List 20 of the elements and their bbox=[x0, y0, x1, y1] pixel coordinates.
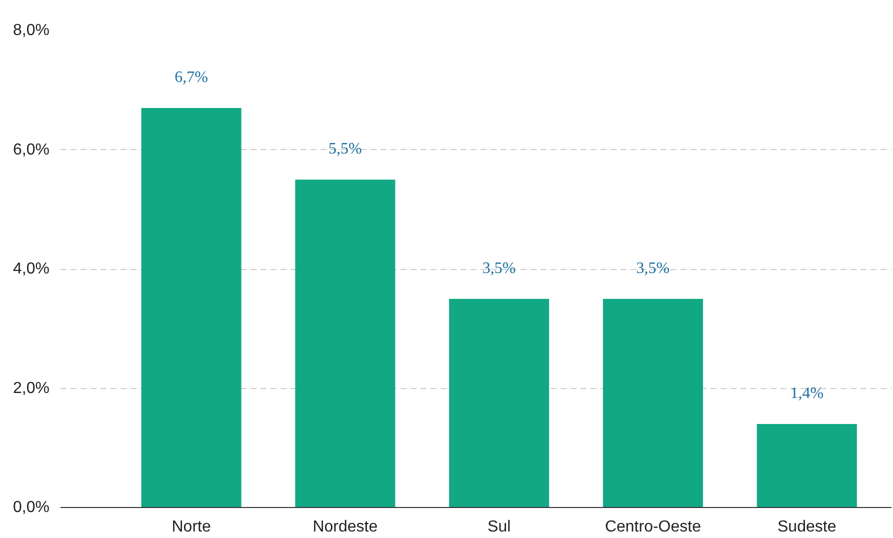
y-tick-label: 2,0% bbox=[13, 380, 50, 397]
bar bbox=[756, 424, 857, 508]
y-tick-label: 6,0% bbox=[13, 141, 50, 158]
x-tick-label: Sudeste bbox=[778, 518, 836, 536]
y-tick-label: 4,0% bbox=[13, 260, 50, 278]
bar bbox=[295, 180, 396, 508]
data-label: 1,4% bbox=[790, 385, 824, 402]
data-label: 6,7% bbox=[174, 69, 208, 86]
x-tick-label: Nordeste bbox=[312, 518, 378, 536]
y-tick-label: 0,0% bbox=[13, 499, 50, 516]
bar bbox=[449, 298, 550, 508]
data-label: 3,5% bbox=[482, 260, 516, 277]
x-tick-label: Centro-Oeste bbox=[604, 518, 702, 536]
x-tick-label: Sul bbox=[488, 518, 511, 536]
data-label: 5,5% bbox=[328, 140, 362, 158]
data-label: 3,5% bbox=[636, 260, 670, 277]
bar bbox=[141, 108, 242, 508]
x-tick-label: Norte bbox=[172, 518, 211, 536]
y-tick-label: 8,0% bbox=[13, 22, 50, 39]
bar bbox=[602, 298, 703, 508]
